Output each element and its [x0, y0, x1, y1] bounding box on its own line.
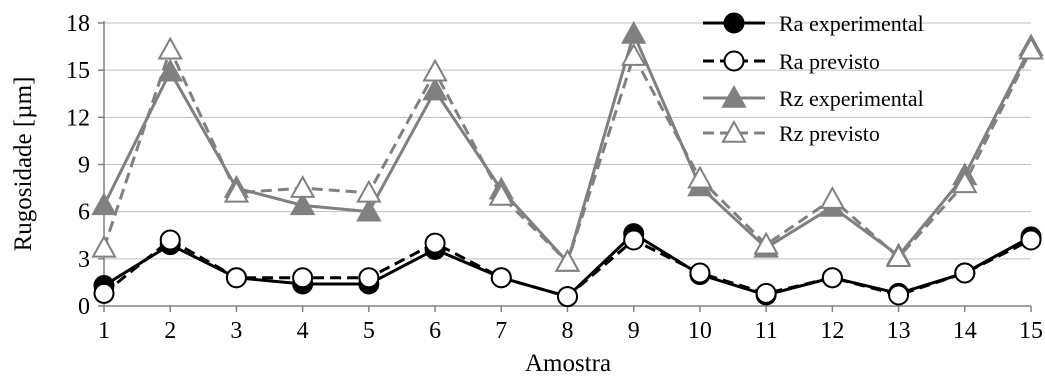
x-tick-label: 12: [820, 318, 844, 344]
series-rz-previsto: [91, 36, 1044, 272]
data-point: [954, 262, 976, 284]
data-point: [157, 36, 183, 60]
x-tick-label: 5: [363, 318, 375, 344]
data-point: [490, 267, 512, 289]
x-tick-label: 6: [429, 318, 441, 344]
data-point: [623, 229, 645, 251]
y-tick-label: 3: [78, 247, 90, 273]
data-point: [356, 179, 382, 203]
legend-label: Rz experimental: [779, 86, 924, 111]
data-point: [356, 198, 382, 222]
x-tick-label: 11: [755, 318, 778, 344]
y-tick-label: 6: [78, 200, 90, 226]
data-point: [819, 186, 846, 209]
data-point: [91, 234, 117, 258]
data-point: [159, 229, 181, 251]
data-point: [885, 244, 912, 268]
series-line: [102, 29, 1033, 265]
x-tick-label: 15: [1019, 318, 1043, 344]
data-point: [753, 231, 779, 255]
x-axis-title: Amostra: [525, 350, 611, 376]
x-tick-label: 4: [297, 318, 309, 344]
y-tick-label: 12: [66, 105, 90, 131]
data-point: [621, 42, 647, 66]
x-tick-label: 3: [230, 318, 242, 344]
x-tick-label: 9: [628, 318, 640, 344]
data-point: [422, 77, 448, 101]
data-point: [223, 179, 250, 203]
data-point: [687, 165, 713, 189]
series-ra-previsto: [93, 229, 1042, 308]
data-point: [821, 267, 843, 289]
legend-swatch-marker: [723, 50, 745, 72]
data-point: [1020, 229, 1042, 251]
data-point: [755, 282, 777, 304]
data-point: [488, 182, 514, 206]
series-line: [102, 45, 1033, 265]
data-point: [554, 248, 581, 272]
legend-item: Rz experimental: [703, 84, 924, 111]
data-point: [93, 282, 115, 304]
data-point: [1018, 36, 1044, 60]
legend-swatch-marker: [721, 84, 747, 108]
y-tick-label: 9: [78, 153, 90, 179]
data-point: [422, 58, 448, 82]
series-rz-experimental: [91, 20, 1044, 272]
x-tick-label: 1: [98, 318, 110, 344]
data-point: [289, 192, 316, 216]
x-tick-label: 2: [164, 318, 176, 344]
y-axis-title: Rugosidade [µm]: [10, 77, 37, 252]
data-point: [225, 267, 247, 289]
data-point: [91, 192, 117, 216]
data-point: [358, 267, 380, 289]
data-point: [424, 232, 446, 254]
legend-item: Ra previsto: [703, 49, 880, 74]
gridlines: [104, 22, 1031, 260]
data-point: [952, 170, 978, 194]
x-tick-label: 14: [953, 318, 977, 344]
legend-swatch-marker: [721, 119, 747, 143]
data-point: [689, 262, 711, 284]
data-point: [888, 284, 910, 306]
legend-swatch-marker: [723, 12, 745, 34]
legend-label: Rz previsto: [779, 121, 880, 146]
x-tick-label: 7: [495, 318, 507, 344]
data-point: [557, 286, 578, 308]
legend-label: Ra experimental: [779, 11, 924, 36]
y-tick-label: 0: [78, 294, 90, 320]
legend: Ra experimental Ra previsto Rz experimenta…: [703, 11, 924, 146]
legend-item: Ra experimental: [703, 11, 924, 36]
series-group: [91, 20, 1044, 308]
x-tick-label: 8: [562, 318, 574, 344]
y-tick-label: 18: [66, 11, 90, 37]
legend-label: Ra previsto: [779, 49, 880, 74]
y-tick-label: 15: [66, 58, 90, 84]
x-tick-label: 13: [887, 318, 911, 344]
data-point: [289, 175, 316, 198]
legend-item: Rz previsto: [703, 119, 880, 146]
x-tick-label: 10: [688, 318, 712, 344]
data-point: [292, 267, 314, 289]
data-point: [621, 20, 647, 44]
